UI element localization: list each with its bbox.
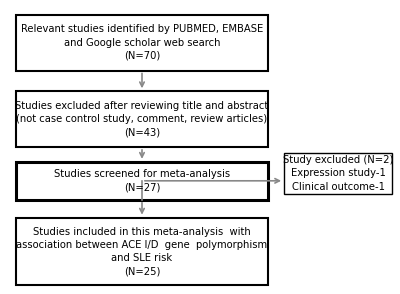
FancyBboxPatch shape (16, 91, 268, 147)
Text: Relevant studies identified by PUBMED, EMBASE
and Google scholar web search
(N=7: Relevant studies identified by PUBMED, E… (21, 24, 263, 61)
FancyBboxPatch shape (284, 153, 392, 194)
Text: Studies included in this meta-analysis  with
association between ACE I/D  gene  : Studies included in this meta-analysis w… (16, 227, 268, 276)
FancyBboxPatch shape (16, 15, 268, 71)
FancyBboxPatch shape (16, 162, 268, 200)
Text: Studies screened for meta-analysis
(N=27): Studies screened for meta-analysis (N=27… (54, 169, 230, 192)
FancyBboxPatch shape (16, 218, 268, 285)
Text: Study excluded (N=2)
Expression study-1
Clinical outcome-1: Study excluded (N=2) Expression study-1 … (283, 155, 393, 192)
Text: Studies excluded after reviewing title and abstract
(not case control study, com: Studies excluded after reviewing title a… (15, 101, 269, 137)
